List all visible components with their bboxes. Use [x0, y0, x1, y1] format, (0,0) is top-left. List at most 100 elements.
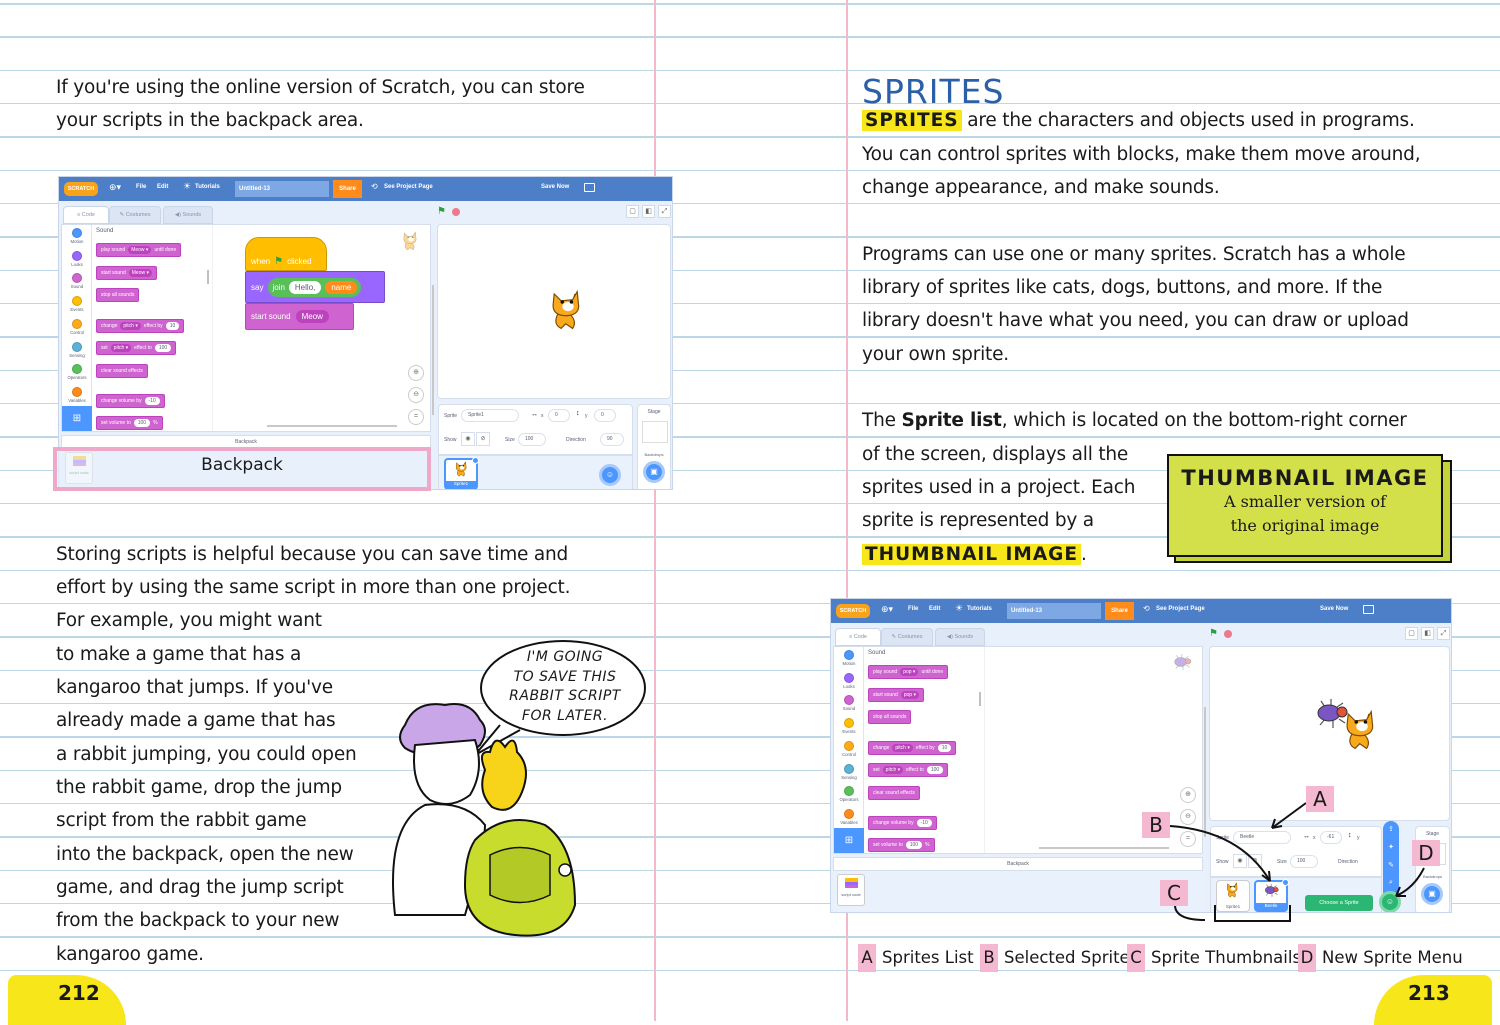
- category-looks-button[interactable]: [72, 250, 82, 261]
- palette-block[interactable]: play soundMeowuntil done: [96, 243, 182, 257]
- category-operators-button[interactable]: [844, 786, 854, 797]
- block-dropdown[interactable]: Meow: [128, 246, 152, 254]
- category-events-button[interactable]: [844, 718, 854, 729]
- large-stage-icon[interactable]: ◧: [642, 205, 655, 218]
- block-dropdown[interactable]: pop: [900, 668, 919, 676]
- palette-block[interactable]: change volume by -10: [96, 394, 165, 408]
- menu-edit[interactable]: Edit: [157, 184, 169, 190]
- scratch-logo[interactable]: SCRATCH: [64, 182, 98, 196]
- sprite-thumbnail-sprite1[interactable]: Sprite1: [444, 457, 479, 489]
- sound-dropdown[interactable]: Meow: [295, 310, 329, 323]
- block-dropdown[interactable]: Meow: [128, 269, 152, 277]
- zoom-out-icon[interactable]: ⊖: [1180, 809, 1196, 825]
- folder-icon[interactable]: [584, 183, 595, 192]
- globe-icon[interactable]: ⊕▾: [109, 182, 122, 192]
- x-input[interactable]: 0: [548, 409, 570, 422]
- palette-block[interactable]: stop all sounds: [96, 288, 140, 302]
- tab-sounds[interactable]: ◀) Sounds: [935, 628, 985, 646]
- join-text-input[interactable]: Hello,: [288, 280, 322, 294]
- name-reporter[interactable]: name: [325, 280, 358, 294]
- category-sensing-button[interactable]: [72, 341, 82, 352]
- block-number-input[interactable]: -10: [144, 397, 160, 405]
- green-flag-icon[interactable]: ⚑: [1209, 628, 1218, 639]
- category-sound-button[interactable]: [72, 273, 82, 284]
- size-input[interactable]: 100: [1290, 855, 1318, 868]
- palette-block[interactable]: start sound Meow: [96, 266, 157, 280]
- category-control-button[interactable]: [72, 318, 82, 329]
- share-button[interactable]: Share: [333, 180, 362, 198]
- palette-block[interactable]: stop all sounds: [868, 710, 912, 724]
- block-number-input[interactable]: 10: [937, 744, 952, 752]
- menu-file[interactable]: File: [908, 606, 919, 612]
- block-number-input[interactable]: 100: [154, 344, 172, 352]
- menu-tutorials[interactable]: Tutorials: [967, 606, 992, 612]
- save-now-button[interactable]: Save Now: [1320, 606, 1349, 612]
- category-variables-button[interactable]: [72, 386, 82, 397]
- sprite-thumbnail-sprite1[interactable]: Sprite1: [1216, 880, 1250, 912]
- category-looks-button[interactable]: [844, 672, 854, 683]
- sprite-thumbnail-beetle[interactable]: Beetle: [1254, 879, 1289, 912]
- category-control-button[interactable]: [844, 740, 854, 751]
- choose-sprite-button[interactable]: ☺: [599, 464, 621, 486]
- choose-a-sprite-button[interactable]: Choose a Sprite: [1305, 895, 1373, 911]
- fullscreen-icon[interactable]: ⤢: [1437, 627, 1450, 640]
- script-scrollbar-h[interactable]: [267, 425, 397, 427]
- block-dropdown[interactable]: pitch: [882, 766, 904, 774]
- palette-scrollbar[interactable]: [207, 270, 209, 284]
- x-input[interactable]: -61: [1320, 831, 1342, 844]
- block-dropdown[interactable]: pitch: [892, 744, 913, 752]
- choose-sprite-cat-button[interactable]: ☺: [1379, 891, 1401, 912]
- block-number-input[interactable]: 100: [133, 419, 151, 427]
- share-button[interactable]: Share: [1105, 602, 1134, 620]
- script-scrollbar-v[interactable]: [1204, 707, 1206, 837]
- category-motion-button[interactable]: [72, 228, 82, 238]
- cat-sprite-on-stage[interactable]: [1339, 707, 1385, 758]
- backpack-script-item[interactable]: script code: [837, 874, 865, 906]
- tab-costumes[interactable]: ✎ Costumes: [881, 628, 933, 646]
- small-stage-icon[interactable]: ▢: [1405, 627, 1418, 640]
- sprite-name-input[interactable]: Beetle: [1233, 831, 1291, 844]
- add-extension-button[interactable]: ⊞: [834, 828, 864, 853]
- project-title-input[interactable]: Untitled-13: [1007, 603, 1101, 619]
- tab-costumes[interactable]: ✎ Costumes: [109, 206, 161, 224]
- fullscreen-icon[interactable]: ⤢: [658, 205, 671, 218]
- block-dropdown[interactable]: pitch: [110, 344, 132, 352]
- palette-scrollbar[interactable]: [979, 692, 981, 706]
- size-input[interactable]: 100: [518, 433, 546, 446]
- see-project-page-link[interactable]: See Project Page: [384, 184, 433, 190]
- palette-block[interactable]: set volume to 100%: [96, 416, 163, 430]
- choose-backdrop-button[interactable]: ▣: [1421, 883, 1443, 905]
- green-flag-icon[interactable]: ⚑: [437, 206, 446, 217]
- palette-block[interactable]: start sound pop: [868, 688, 924, 702]
- menu-edit[interactable]: Edit: [929, 606, 941, 612]
- upload-sprite-icon[interactable]: ⇪: [1388, 826, 1394, 833]
- large-stage-icon[interactable]: ◧: [1421, 627, 1434, 640]
- zoom-out-icon[interactable]: ⊖: [408, 387, 424, 403]
- search-sprite-icon[interactable]: ⌕: [1389, 879, 1393, 886]
- palette-block[interactable]: clear sound effects: [868, 786, 920, 800]
- palette-block[interactable]: play soundpopuntil done: [868, 665, 949, 679]
- category-sensing-button[interactable]: [844, 763, 854, 774]
- block-number-input[interactable]: 100: [905, 841, 923, 849]
- palette-block[interactable]: set volume to 100%: [868, 838, 935, 852]
- zoom-in-icon[interactable]: ⊕: [408, 365, 424, 381]
- show-visible-toggle[interactable]: ◉: [1233, 854, 1247, 868]
- when-flag-clicked-block[interactable]: when ⚑ clicked: [245, 237, 327, 271]
- menu-tutorials[interactable]: Tutorials: [195, 184, 220, 190]
- block-dropdown[interactable]: pitch: [120, 322, 141, 330]
- block-number-input[interactable]: 10: [165, 322, 180, 330]
- show-hidden-toggle[interactable]: ⊘: [476, 432, 490, 446]
- tab-sounds[interactable]: ◀) Sounds: [163, 206, 213, 224]
- surprise-sprite-icon[interactable]: ✦: [1388, 844, 1394, 851]
- add-extension-button[interactable]: ⊞: [62, 406, 92, 431]
- menu-file[interactable]: File: [136, 184, 147, 190]
- folder-icon[interactable]: [1363, 605, 1374, 614]
- delete-sprite-icon[interactable]: [1282, 879, 1289, 886]
- block-number-input[interactable]: -10: [916, 819, 932, 827]
- join-block[interactable]: join Hello, name: [268, 277, 362, 297]
- new-sprite-menu[interactable]: ⇪ ✦ ✎ ⌕: [1383, 821, 1399, 899]
- globe-icon[interactable]: ⊕▾: [881, 604, 894, 614]
